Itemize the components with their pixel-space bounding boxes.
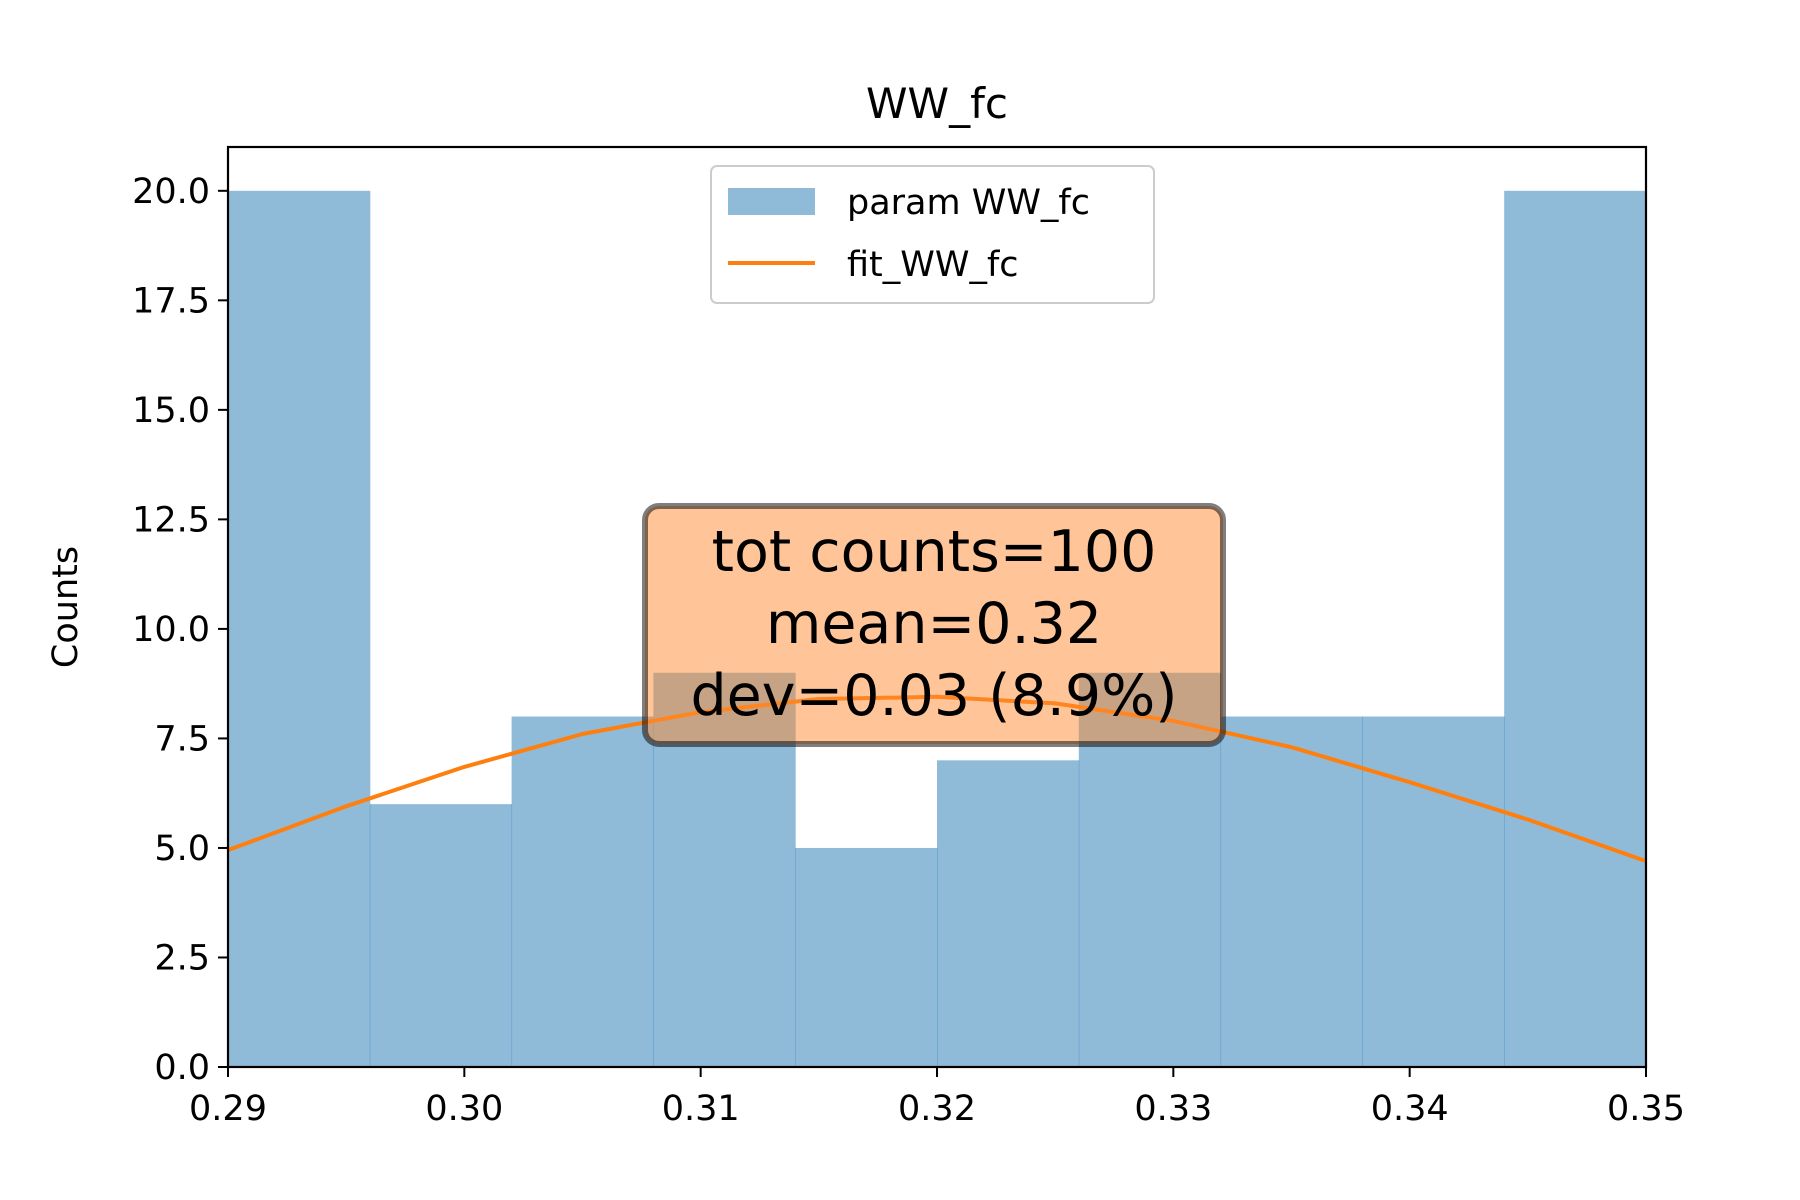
y-tick-label: 12.5 [132, 500, 210, 540]
histogram-bar [369, 804, 513, 1067]
legend-swatch-histogram [728, 188, 815, 215]
x-tick-label: 0.35 [1607, 1089, 1685, 1129]
y-tick-label: 0.0 [154, 1048, 210, 1088]
y-tick-label: 15.0 [132, 391, 210, 431]
y-tick-label: 17.5 [132, 281, 210, 321]
histogram-bar [937, 760, 1080, 1067]
y-tick-label: 2.5 [154, 938, 210, 978]
stats-annotation: tot counts=100 mean=0.32 dev=0.03 (8.9%) [642, 503, 1226, 747]
histogram-bar [228, 190, 371, 1068]
stats-total-counts: tot counts=100 [712, 519, 1157, 585]
histogram-bar [1220, 716, 1363, 1067]
stats-deviation: dev=0.03 (8.9%) [690, 663, 1177, 729]
x-tick-label: 0.31 [662, 1089, 740, 1129]
histogram-bar [511, 716, 654, 1067]
histogram-bar [1504, 190, 1647, 1068]
legend-label-fit: fit_WW_fc [847, 245, 1019, 285]
stats-box-background [642, 503, 1226, 747]
x-tick-label: 0.34 [1371, 1089, 1449, 1129]
y-tick-label: 20.0 [132, 172, 210, 212]
x-tick-label: 0.32 [898, 1089, 976, 1129]
chart-title: WW_fc [866, 79, 1008, 128]
y-axis-label: Counts [46, 546, 86, 668]
stats-mean: mean=0.32 [766, 591, 1102, 657]
legend-box [710, 165, 1155, 304]
x-tick-label: 0.29 [189, 1089, 267, 1129]
x-tick-label: 0.30 [425, 1089, 503, 1129]
y-tick-label: 10.0 [132, 610, 210, 650]
histogram-bar [1362, 716, 1505, 1067]
y-tick-label: 5.0 [154, 829, 210, 869]
legend: param WW_fc fit_WW_fc [710, 165, 1155, 304]
y-axis-ticks: 0.0 2.5 5.0 7.5 10.0 12.5 15.0 17.5 20.0 [132, 172, 228, 1088]
y-tick-label: 7.5 [154, 719, 210, 759]
x-axis-ticks: 0.29 0.30 0.31 0.32 0.33 0.34 0.35 [189, 1067, 1685, 1129]
histogram-bar [795, 847, 938, 1067]
legend-label-histogram: param WW_fc [847, 183, 1090, 223]
x-tick-label: 0.33 [1134, 1089, 1212, 1129]
